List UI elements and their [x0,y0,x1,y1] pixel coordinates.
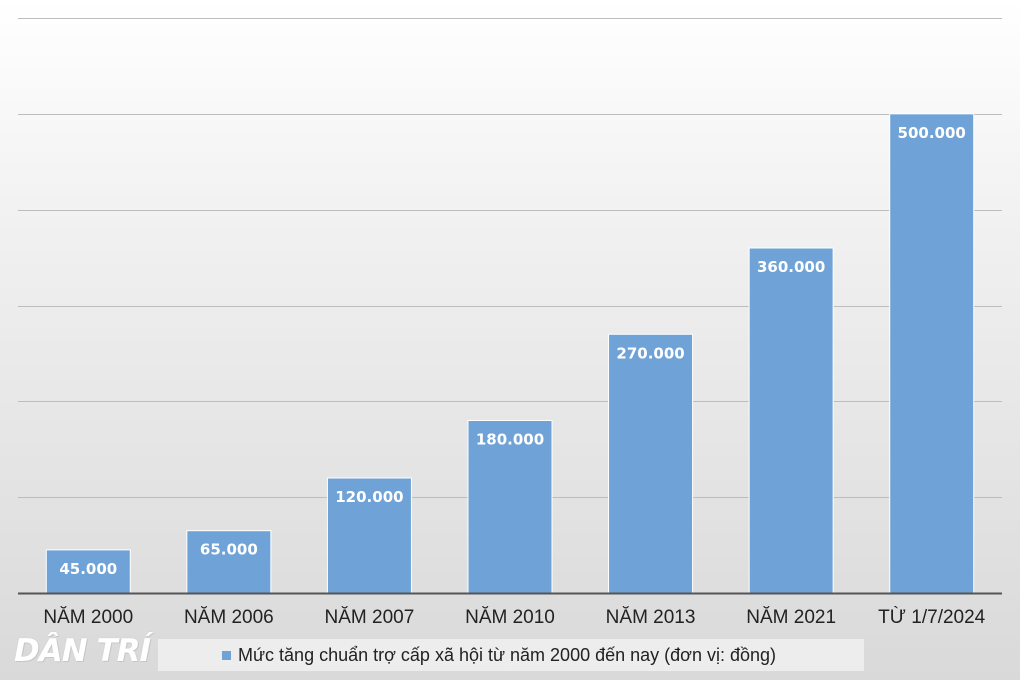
data-label: 360.000 [757,258,825,276]
data-label: 120.000 [335,488,403,506]
x-tick-label: NĂM 2013 [606,607,696,628]
data-label: 65.000 [200,541,258,559]
x-tick-label: NĂM 2021 [746,607,836,628]
bar [608,333,694,594]
chart-legend: Mức tăng chuẩn trợ cấp xã hội từ năm 200… [158,639,864,671]
bar [889,113,975,594]
data-label: 500.000 [898,124,966,142]
x-tick-label: NĂM 2010 [465,607,555,628]
bar [467,420,553,594]
bar [326,477,412,594]
legend-swatch [222,650,231,660]
x-tick-label: NĂM 2000 [43,607,133,628]
x-tick-label: NĂM 2007 [325,607,415,628]
bar [748,247,834,594]
data-label: 270.000 [616,344,684,362]
x-tick-label: TỪ 1/7/2024 [878,606,986,628]
x-tick-label: NĂM 2006 [184,607,274,628]
data-label: 180.000 [476,431,544,449]
bar [186,530,272,594]
legend-label: Mức tăng chuẩn trợ cấp xã hội từ năm 200… [238,644,777,665]
dantri-logo-watermark: DÂN TRÍ [14,633,151,669]
data-label: 45.000 [59,560,117,578]
